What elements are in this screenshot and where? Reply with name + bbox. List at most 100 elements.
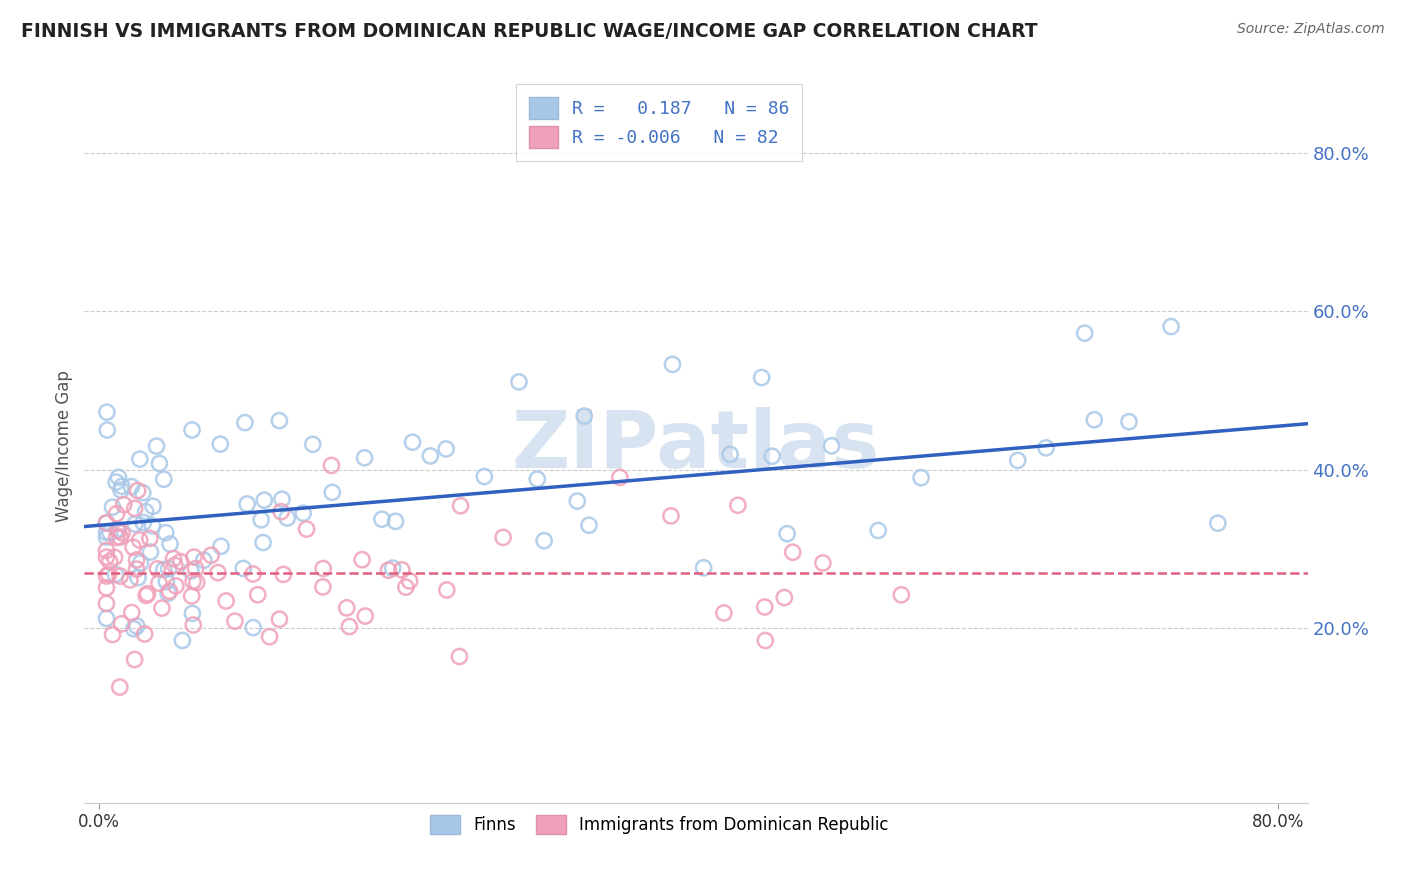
Point xyxy=(727,498,749,512)
Point xyxy=(96,516,118,530)
Point xyxy=(398,574,420,588)
Point xyxy=(125,553,148,567)
Point xyxy=(98,525,121,540)
Point xyxy=(96,423,118,437)
Point xyxy=(141,519,163,533)
Point xyxy=(121,480,143,494)
Point xyxy=(181,607,204,621)
Point xyxy=(661,357,683,371)
Point xyxy=(381,561,404,575)
Point xyxy=(180,589,202,603)
Point xyxy=(180,564,202,578)
Point xyxy=(122,541,145,555)
Point xyxy=(132,516,155,530)
Point xyxy=(811,556,834,570)
Point xyxy=(124,652,146,666)
Point xyxy=(105,507,128,521)
Point xyxy=(96,611,118,625)
Point xyxy=(135,589,157,603)
Point xyxy=(200,548,222,562)
Point xyxy=(395,580,418,594)
Point xyxy=(107,470,129,484)
Point xyxy=(371,512,394,526)
Point xyxy=(377,563,399,577)
Point xyxy=(121,606,143,620)
Text: ZIPatlas: ZIPatlas xyxy=(512,407,880,485)
Point xyxy=(135,505,157,519)
Point xyxy=(108,530,131,544)
Point xyxy=(578,518,600,533)
Point xyxy=(118,573,141,587)
Point xyxy=(96,543,118,558)
Point xyxy=(129,556,152,570)
Point xyxy=(250,513,273,527)
Point xyxy=(1035,441,1057,455)
Point xyxy=(128,533,150,547)
Point xyxy=(105,523,128,537)
Point xyxy=(136,587,159,601)
Point xyxy=(159,537,181,551)
Point xyxy=(270,505,292,519)
Point xyxy=(128,452,150,467)
Point xyxy=(150,601,173,615)
Point xyxy=(98,554,121,568)
Point xyxy=(148,457,170,471)
Point xyxy=(868,524,890,538)
Point xyxy=(193,553,215,567)
Point xyxy=(1160,319,1182,334)
Point xyxy=(1206,516,1229,531)
Point xyxy=(181,574,204,589)
Point xyxy=(155,525,177,540)
Point xyxy=(321,458,343,473)
Point xyxy=(96,530,118,544)
Point xyxy=(312,561,335,575)
Text: FINNISH VS IMMIGRANTS FROM DOMINICAN REPUBLIC WAGE/INCOME GAP CORRELATION CHART: FINNISH VS IMMIGRANTS FROM DOMINICAN REP… xyxy=(21,22,1038,41)
Point xyxy=(110,483,132,497)
Point xyxy=(450,499,472,513)
Point xyxy=(170,555,193,569)
Point xyxy=(233,416,256,430)
Point xyxy=(142,500,165,514)
Point xyxy=(508,375,530,389)
Point xyxy=(436,582,458,597)
Point xyxy=(148,576,170,591)
Point xyxy=(246,588,269,602)
Point xyxy=(125,562,148,576)
Point xyxy=(692,561,714,575)
Point xyxy=(253,493,276,508)
Point xyxy=(184,561,207,575)
Point xyxy=(139,532,162,546)
Point xyxy=(609,470,631,484)
Point xyxy=(449,649,471,664)
Point xyxy=(127,483,149,498)
Point xyxy=(567,494,589,508)
Point xyxy=(162,551,184,566)
Point xyxy=(269,414,291,428)
Point xyxy=(321,485,343,500)
Point xyxy=(181,618,204,632)
Point xyxy=(111,525,134,540)
Legend: Finns, Immigrants from Dominican Republic: Finns, Immigrants from Dominican Republi… xyxy=(420,805,898,845)
Point xyxy=(472,469,495,483)
Point xyxy=(96,525,118,540)
Point xyxy=(434,442,457,456)
Point xyxy=(153,563,176,577)
Point xyxy=(209,437,232,451)
Point xyxy=(125,619,148,633)
Y-axis label: Wage/Income Gap: Wage/Income Gap xyxy=(55,370,73,522)
Point xyxy=(751,370,773,384)
Point xyxy=(152,472,174,486)
Point xyxy=(159,584,181,599)
Point xyxy=(96,597,118,611)
Point xyxy=(181,423,204,437)
Point xyxy=(104,550,127,565)
Point xyxy=(236,497,259,511)
Point xyxy=(1118,415,1140,429)
Point xyxy=(146,562,169,576)
Point xyxy=(276,511,298,525)
Point xyxy=(124,517,146,532)
Point xyxy=(183,550,205,565)
Point xyxy=(352,552,374,566)
Point xyxy=(209,539,232,553)
Point xyxy=(273,567,295,582)
